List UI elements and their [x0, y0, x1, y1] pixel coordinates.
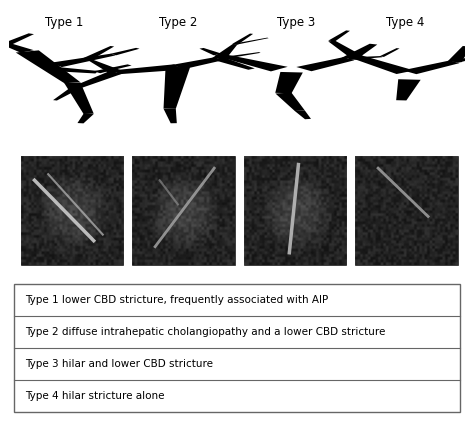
Polygon shape — [234, 38, 269, 45]
Text: Type 3: Type 3 — [277, 16, 315, 29]
Polygon shape — [54, 67, 98, 74]
Polygon shape — [328, 30, 350, 41]
Polygon shape — [380, 48, 400, 57]
Polygon shape — [348, 56, 383, 60]
Bar — [132, 156, 235, 265]
Polygon shape — [296, 57, 355, 71]
Polygon shape — [64, 82, 94, 114]
Polygon shape — [217, 52, 261, 60]
Bar — [21, 156, 123, 265]
Polygon shape — [2, 33, 34, 45]
Polygon shape — [200, 48, 222, 55]
Polygon shape — [53, 87, 80, 101]
Polygon shape — [341, 44, 377, 60]
Polygon shape — [213, 58, 255, 70]
Polygon shape — [214, 54, 288, 71]
Polygon shape — [451, 54, 474, 63]
Text: Type 3 hilar and lower CBD stricture: Type 3 hilar and lower CBD stricture — [26, 359, 213, 369]
Text: Type 1 lower CBD stricture, frequently associated with AIP: Type 1 lower CBD stricture, frequently a… — [26, 295, 328, 305]
Text: Type 2: Type 2 — [159, 16, 197, 29]
Polygon shape — [402, 60, 459, 74]
Text: Type 1: Type 1 — [45, 16, 83, 29]
Text: Type 4 hilar stricture alone: Type 4 hilar stricture alone — [26, 391, 165, 401]
Polygon shape — [83, 46, 114, 59]
Polygon shape — [71, 71, 123, 88]
Polygon shape — [164, 109, 177, 123]
Polygon shape — [164, 67, 190, 109]
Polygon shape — [351, 55, 414, 74]
Text: Type 2 diffuse intrahepatic cholangiopathy and a lower CBD stricture: Type 2 diffuse intrahepatic cholangiopat… — [26, 327, 386, 337]
Polygon shape — [275, 93, 305, 111]
Polygon shape — [86, 58, 124, 73]
Polygon shape — [295, 110, 311, 119]
Polygon shape — [77, 113, 94, 124]
Polygon shape — [110, 48, 139, 55]
Polygon shape — [275, 72, 303, 93]
Text: Type 4: Type 4 — [386, 16, 425, 29]
Polygon shape — [93, 64, 132, 73]
Polygon shape — [16, 50, 80, 83]
Bar — [356, 156, 458, 265]
Polygon shape — [50, 54, 116, 67]
Polygon shape — [232, 33, 253, 44]
Polygon shape — [2, 44, 34, 52]
Polygon shape — [328, 41, 363, 57]
Polygon shape — [396, 79, 420, 100]
Polygon shape — [172, 57, 223, 69]
Polygon shape — [114, 64, 182, 74]
Polygon shape — [447, 46, 471, 62]
Polygon shape — [212, 44, 237, 59]
Bar — [244, 156, 346, 265]
